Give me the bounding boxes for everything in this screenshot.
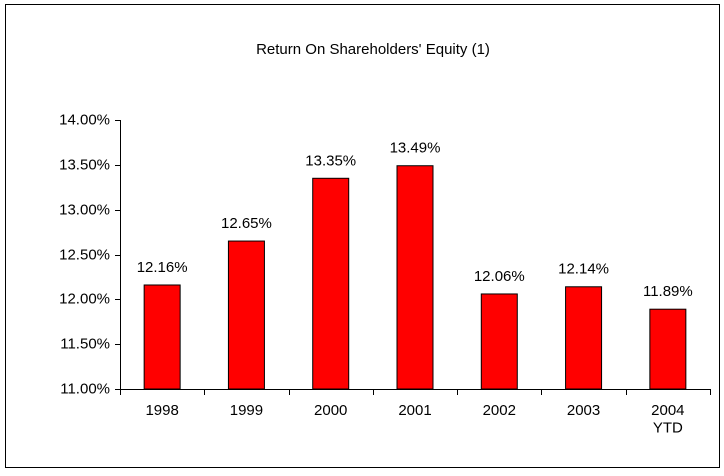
value-label: 11.89% xyxy=(643,283,693,300)
y-tick-label: 13.00% xyxy=(59,201,110,218)
value-label: 12.06% xyxy=(474,268,525,285)
y-tick-label: 11.00% xyxy=(60,380,110,397)
y-tick-label: 14.00% xyxy=(59,111,110,128)
x-tick-label: 2002 xyxy=(483,402,516,419)
bar xyxy=(649,308,687,390)
bar xyxy=(565,286,603,390)
value-label: 13.49% xyxy=(390,140,441,157)
x-tick-label: 2000 xyxy=(314,402,347,419)
x-tick-label: 2004 YTD xyxy=(651,402,684,436)
x-tick-label: 2001 xyxy=(398,402,431,419)
bar xyxy=(227,240,265,390)
chart-border xyxy=(5,4,720,468)
x-tick-label: 2003 xyxy=(567,402,600,419)
y-tick-label: 13.50% xyxy=(59,156,110,173)
bar xyxy=(480,293,518,390)
value-label: 12.16% xyxy=(137,259,188,276)
y-tick-label: 12.00% xyxy=(59,290,110,307)
value-label: 13.35% xyxy=(305,152,356,169)
bar xyxy=(312,177,350,390)
chart-title: Return On Shareholders' Equity (1) xyxy=(256,41,490,58)
x-tick-label: 1998 xyxy=(145,402,178,419)
value-label: 12.14% xyxy=(558,261,609,278)
value-label: 12.65% xyxy=(221,215,272,232)
y-tick-label: 11.50% xyxy=(60,335,110,352)
y-tick-label: 12.50% xyxy=(59,246,110,263)
x-tick-label: 1999 xyxy=(230,402,263,419)
bar xyxy=(396,165,434,390)
bar xyxy=(143,284,181,390)
